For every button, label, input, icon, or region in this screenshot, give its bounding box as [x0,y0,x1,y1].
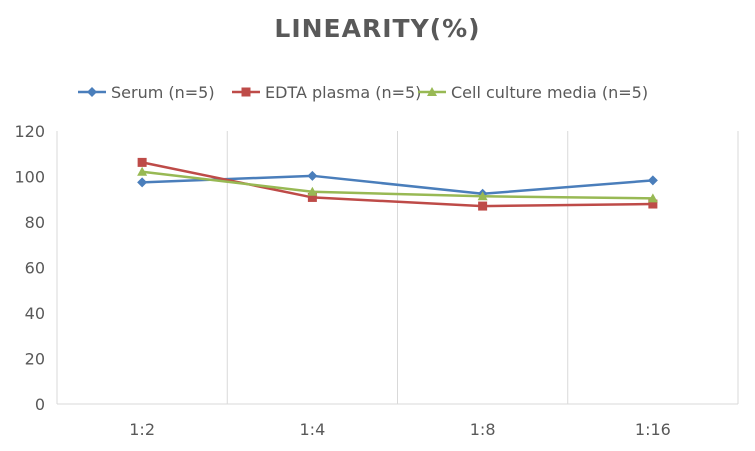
legend-item: Serum (n=5) [78,83,215,102]
diamond-marker [647,175,658,186]
square-marker [241,87,251,97]
y-tick-label: 80 [25,213,45,232]
x-tick-label: 1:2 [129,420,155,439]
diamond-marker [87,87,97,97]
triangle-marker [137,166,148,176]
y-tick-label: 40 [25,304,45,323]
y-tick-label: 120 [14,122,45,141]
y-tick-label: 100 [14,168,45,187]
triangle-marker [477,191,488,201]
triangle-marker [427,87,437,96]
series-line [141,170,653,200]
legend-item: Cell culture media (n=5) [418,83,648,102]
diamond-marker [307,170,318,181]
y-tick-label: 20 [25,350,45,369]
y-tick-label: 0 [35,395,45,414]
diamond-marker [137,177,148,188]
x-tick-label: 1:8 [470,420,496,439]
triangle-marker [307,186,318,196]
legend-label: EDTA plasma (n=5) [265,83,421,102]
series-edta [137,157,658,211]
y-tick-label: 60 [25,259,45,278]
x-tick-label: 1:16 [635,420,671,439]
legend-label: Cell culture media (n=5) [451,83,648,102]
triangle-marker [647,193,658,203]
series-cell [137,166,658,203]
square-marker [307,192,317,202]
legend-item: EDTA plasma (n=5) [232,83,421,102]
x-tick-label: 1:4 [300,420,326,439]
square-marker [478,201,488,211]
chart-title: LINEARITY(%) [274,14,481,43]
square-marker [137,157,147,167]
square-marker [648,199,658,209]
series-line [141,161,653,208]
legend-label: Serum (n=5) [111,83,215,102]
